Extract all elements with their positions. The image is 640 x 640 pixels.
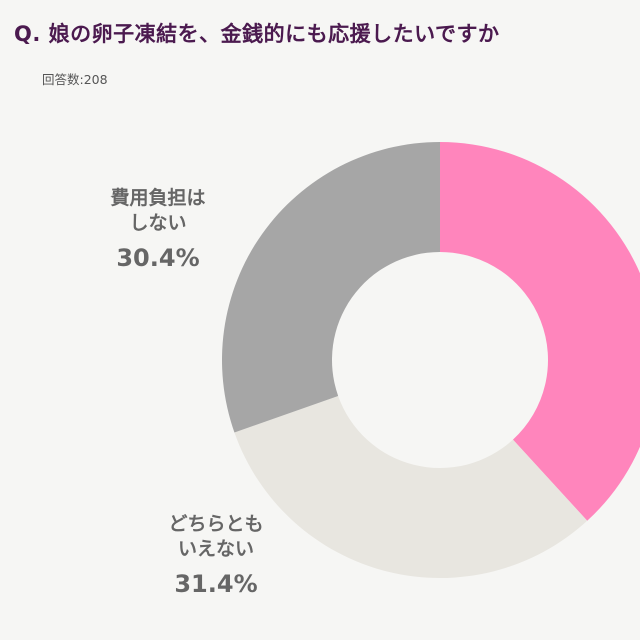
respondent-count: 回答数:208 xyxy=(42,72,108,87)
slice-group xyxy=(222,142,640,578)
donut-slice-2 xyxy=(222,142,440,433)
page-title: Q. 娘の卵子凍結を、金銭的にも応援したいですか xyxy=(14,22,500,46)
slice-name-line: しない xyxy=(129,212,187,234)
donut-slice-1 xyxy=(234,395,588,578)
slice-label-undecided: どちらとも いえない 31.4% xyxy=(148,512,284,600)
slice-name-line: いえない xyxy=(177,538,254,560)
slice-name-line: 費用負担は xyxy=(110,187,206,209)
slice-percent: 30.4% xyxy=(116,244,200,272)
slice-name-line: どちらとも xyxy=(168,513,264,535)
donut-slice-0 xyxy=(440,142,640,521)
slice-percent: 31.4% xyxy=(174,570,258,598)
slice-label-no-payment: 費用負担は しない 30.4% xyxy=(90,186,226,274)
